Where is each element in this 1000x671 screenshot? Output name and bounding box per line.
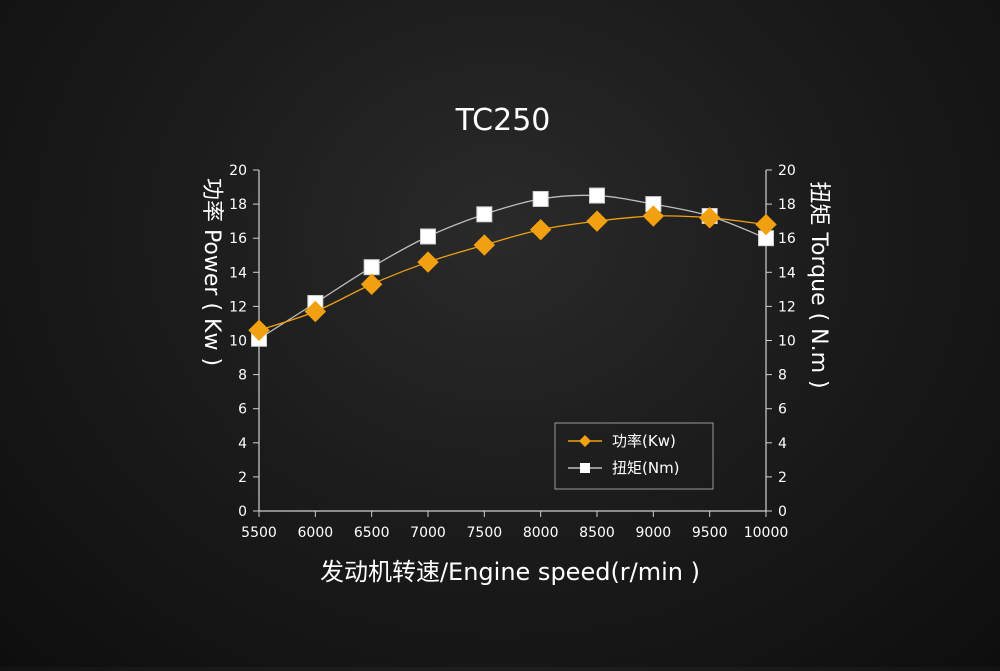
legend-torque-marker: [580, 463, 590, 473]
x-tick-label: 6000: [298, 525, 334, 541]
right-y-tick-label: 8: [778, 368, 787, 384]
torque-point: [363, 259, 380, 276]
torque-point: [589, 187, 605, 204]
x-axis-title: 发动机转速/Engine speed(r/min ): [320, 558, 700, 586]
torque-point: [476, 206, 493, 223]
chart-title: TC250: [455, 103, 551, 138]
x-tick-label: 8000: [523, 525, 559, 541]
left-y-tick-label: 8: [238, 368, 247, 384]
left-y-tick-label: 10: [229, 334, 247, 350]
power-point: [698, 207, 721, 229]
legend-box: [554, 422, 714, 490]
left-y-tick-label: 2: [238, 470, 247, 486]
right-y-axis-title: 扭矩 Torque ( N.m ): [806, 181, 831, 388]
left-y-tick-label: 6: [238, 402, 247, 418]
torque-line: [258, 194, 767, 340]
x-tick-label: 9000: [636, 525, 672, 541]
right-y-tick-label: 12: [778, 299, 796, 315]
x-tick-label: 7000: [410, 525, 446, 541]
x-tick-label: 8500: [579, 525, 615, 541]
series-layer: [248, 187, 777, 347]
legend: 功率(Kw) 扭矩(Nm): [554, 422, 714, 490]
left-y-tick-label: 16: [229, 231, 247, 247]
legend-torque-label: 扭矩(Nm): [612, 459, 680, 477]
right-y-tick-label: 2: [778, 470, 787, 486]
legend-power-label: 功率(Kw): [612, 432, 676, 450]
x-tick-label: 5500: [241, 525, 277, 541]
left-y-tick-label: 0: [238, 504, 247, 520]
left-y-tick-label: 20: [229, 163, 247, 179]
x-tick-label: 7500: [467, 525, 503, 541]
left-y-axis-title: 功率 Power ( Kw ): [199, 178, 224, 366]
x-tick-label: 9500: [692, 525, 728, 541]
power-line: [258, 215, 767, 331]
power-point: [417, 251, 439, 273]
power-point: [642, 205, 665, 227]
right-y-tick-label: 10: [778, 334, 796, 350]
torque-point: [532, 190, 549, 207]
power-point: [360, 273, 383, 295]
right-y-tick-label: 18: [778, 197, 796, 213]
right-y-tick-label: 16: [778, 231, 796, 247]
right-y-tick-label: 4: [778, 436, 787, 452]
power-point: [755, 213, 777, 236]
left-y-tick-label: 12: [229, 299, 247, 315]
left-y-tick-label: 4: [238, 436, 247, 452]
right-y-tick-label: 14: [778, 265, 796, 281]
x-tick-label: 6500: [354, 525, 390, 541]
power-point: [248, 319, 270, 341]
power-point: [529, 218, 552, 241]
legend-power-marker: [579, 435, 591, 447]
left-y-tick-label: 18: [229, 197, 247, 213]
power-point: [586, 210, 608, 232]
series-power: [248, 205, 777, 341]
right-y-tick-label: 0: [778, 504, 787, 520]
power-point: [473, 234, 496, 256]
power-point: [304, 300, 327, 323]
series-torque: [251, 187, 774, 347]
x-tick-label: 10000: [744, 525, 789, 541]
torque-point: [420, 228, 436, 245]
left-y-tick-label: 14: [229, 265, 247, 281]
axes: 0 0 2 2 4 4 6 6 8 8 10 10 12 12 14 14 16 16 18 18 20 20 5500 60…: [229, 163, 796, 541]
right-y-tick-label: 6: [778, 402, 787, 418]
right-y-tick-label: 20: [778, 163, 796, 179]
